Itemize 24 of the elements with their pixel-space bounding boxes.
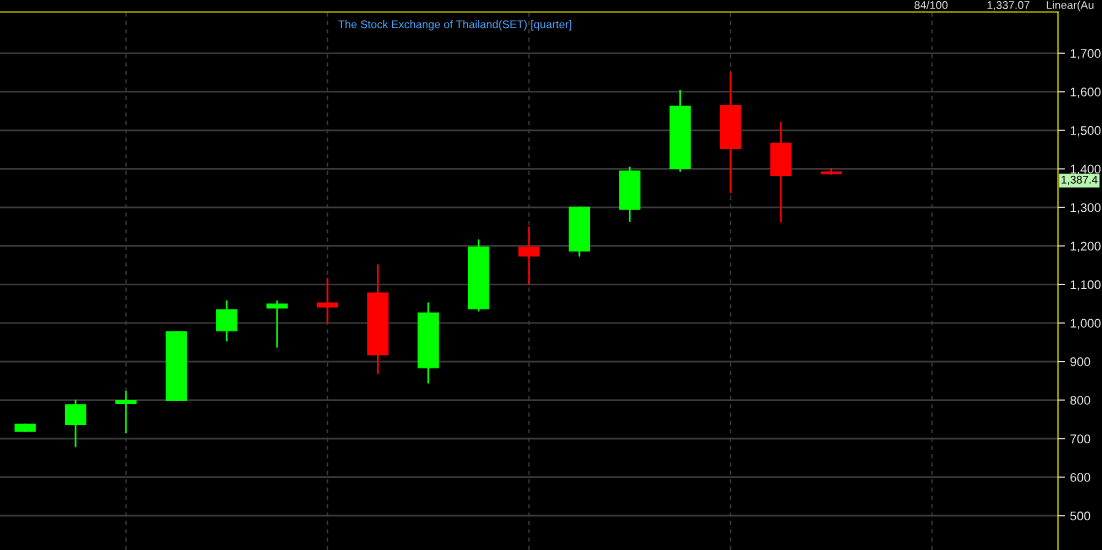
y-tick-label: 1,200 <box>1070 241 1101 253</box>
text: The Stock Exchange of Thailand(SET) [quarter] <box>338 20 572 31</box>
y-tick-label: 1,600 <box>1070 87 1101 98</box>
text: Linear(Au <box>1046 0 1094 12</box>
y-tick-label: 1,100 <box>1070 280 1101 291</box>
candlestick <box>316 277 339 324</box>
y-tick-label: 1,300 <box>1070 203 1101 214</box>
y-tick-label: 700 <box>1070 434 1091 444</box>
candlestick <box>216 300 238 342</box>
y-tick-label: 1,400 <box>1070 164 1101 175</box>
y-tick-label: 1,000 <box>1070 318 1101 330</box>
y-tick-label: 900 <box>1070 357 1091 367</box>
candlestick <box>266 300 288 348</box>
text: 1,337.07 <box>987 1 1030 11</box>
y-tick-label: 500 <box>1070 511 1091 521</box>
candlestick <box>115 390 137 434</box>
text: 1,387.4 <box>1061 175 1098 185</box>
candlestick <box>518 226 540 285</box>
text: 84/100 <box>914 0 948 9</box>
y-tick-label: 1,500 <box>1070 126 1101 137</box>
y-tick-label: 800 <box>1070 395 1091 405</box>
candlestick <box>64 399 87 448</box>
y-tick-label: 1,700 <box>1070 49 1101 60</box>
y-tick-label: 600 <box>1070 472 1091 482</box>
